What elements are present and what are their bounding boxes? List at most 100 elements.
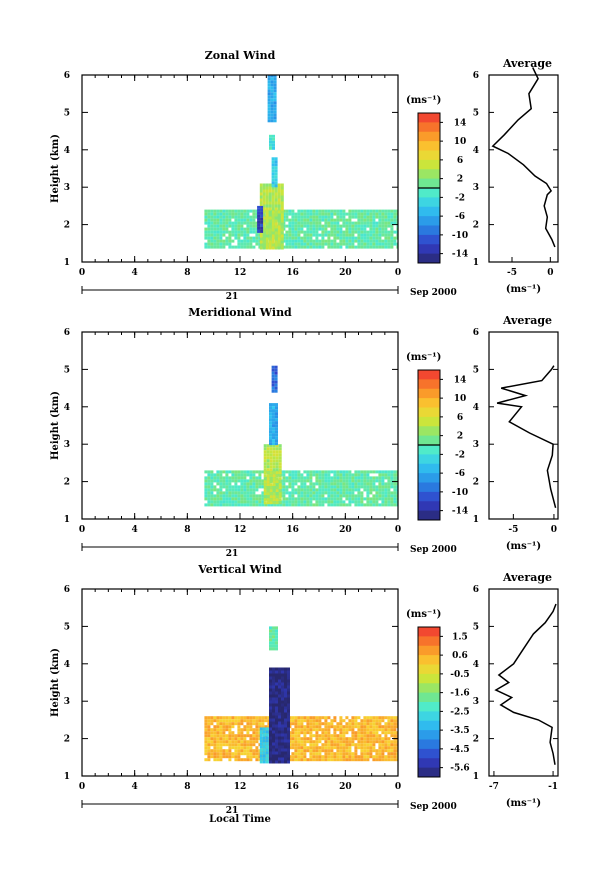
- heatmap-cell: [378, 236, 382, 240]
- heatmap-cell: [366, 743, 370, 747]
- heatmap-cell: [357, 470, 361, 474]
- heatmap-cell: [225, 503, 229, 507]
- heatmap-cell: [265, 189, 269, 193]
- heatmap-cell: [345, 716, 349, 720]
- heatmap-cell: [342, 230, 346, 234]
- heatmap-cell: [281, 700, 284, 704]
- heatmap-cell: [318, 719, 322, 723]
- heatmap-cell: [291, 491, 295, 495]
- heatmap-cell: [204, 491, 208, 495]
- heatmap-cell: [246, 485, 250, 489]
- heatmap-cell: [237, 227, 241, 231]
- heatmap-cell: [259, 733, 263, 737]
- heatmap-cell: [213, 476, 217, 480]
- heatmap-cell: [321, 236, 325, 240]
- heatmap-cell: [309, 470, 313, 474]
- heatmap-cell: [384, 227, 388, 231]
- heatmap-cell: [306, 215, 310, 219]
- heatmap-cell: [381, 224, 385, 228]
- heatmap-cell: [225, 740, 229, 744]
- heatmap-cell: [246, 743, 250, 747]
- heatmap-cell: [274, 219, 278, 223]
- heatmap-cell: [297, 479, 301, 483]
- heatmap-cell: [321, 722, 325, 726]
- heatmap-cell: [282, 488, 286, 492]
- heatmap-cell: [204, 734, 208, 738]
- heatmap-cell: [225, 473, 229, 477]
- heatmap-cell: [281, 721, 284, 725]
- heatmap-cell: [354, 236, 358, 240]
- heatmap-cell: [258, 725, 262, 729]
- heatmap-cell: [261, 497, 265, 501]
- heatmap-cell: [246, 716, 250, 720]
- colorbar-band: [418, 636, 440, 647]
- heatmap-cell: [274, 222, 278, 226]
- heatmap-cell: [354, 239, 358, 243]
- heatmap-cell: [300, 218, 304, 222]
- heatmap-cell: [246, 722, 250, 726]
- heatmap-cell: [278, 688, 281, 692]
- heatmap-cell: [225, 215, 229, 219]
- heatmap-cell: [330, 734, 334, 738]
- heatmap-cell: [309, 233, 313, 237]
- heatmap-cell: [381, 227, 385, 231]
- heatmap-cell: [272, 430, 275, 434]
- heatmap-cell: [285, 215, 289, 219]
- heatmap-cell: [330, 215, 334, 219]
- heatmap-region-1: [204, 470, 398, 507]
- heatmap-cell: [228, 731, 232, 735]
- heatmap-cell: [396, 476, 398, 480]
- heatmap-cell: [252, 209, 256, 213]
- heatmap-cell: [287, 700, 290, 704]
- heatmap-cell: [269, 721, 272, 725]
- heatmap-cell: [204, 503, 208, 507]
- heatmap-cell: [284, 748, 287, 752]
- heatmap-cell: [324, 752, 328, 756]
- heatmap-cell: [285, 476, 289, 480]
- heatmap-cell: [213, 218, 217, 222]
- heatmap-cell: [378, 743, 382, 747]
- colorbar-tick-label: -3.5: [450, 726, 469, 736]
- heatmap-cell: [272, 757, 275, 761]
- heatmap-cell: [252, 497, 256, 501]
- heatmap-cell: [278, 736, 281, 740]
- heatmap-cell: [276, 503, 280, 507]
- heatmap-cell: [263, 447, 267, 451]
- heatmap-cell: [369, 224, 373, 228]
- heatmap-cell: [275, 751, 278, 755]
- heatmap-cell: [312, 755, 316, 759]
- heatmap-cell: [354, 719, 358, 723]
- heatmap-cell: [272, 421, 275, 425]
- heatmap-cell: [294, 476, 298, 480]
- heatmap-cell: [278, 498, 282, 502]
- heatmap-cell: [291, 230, 295, 234]
- heatmap-cell: [252, 488, 256, 492]
- heatmap-cell: [262, 745, 266, 749]
- heatmap-cell: [234, 209, 238, 213]
- heatmap-cell: [345, 737, 349, 741]
- heatmap-cell: [300, 236, 304, 240]
- heatmap-cell: [342, 209, 346, 213]
- heatmap-cell: [268, 192, 272, 196]
- heatmap-cell: [210, 731, 214, 735]
- heatmap-cell: [387, 500, 391, 504]
- heatmap-cell: [312, 218, 316, 222]
- heatmap-cell: [378, 758, 382, 762]
- heatmap-cell: [324, 746, 328, 750]
- heatmap-cell: [324, 479, 328, 483]
- heatmap-cell: [269, 685, 272, 689]
- heatmap-cell: [372, 236, 376, 240]
- heatmap-cell: [265, 754, 269, 758]
- heatmap-cell: [354, 716, 358, 720]
- heatmap-cell: [207, 716, 211, 720]
- heatmap-cell: [384, 755, 388, 759]
- heatmap-cell: [330, 740, 334, 744]
- heatmap-cell: [249, 497, 253, 501]
- heatmap-cell: [285, 239, 289, 243]
- heatmap-cell: [275, 679, 278, 683]
- heatmap-cell: [287, 733, 290, 737]
- heatmap-cell: [357, 212, 361, 216]
- heatmap-cell: [272, 483, 276, 487]
- heatmap-cell: [363, 236, 367, 240]
- heatmap-cell: [396, 500, 398, 504]
